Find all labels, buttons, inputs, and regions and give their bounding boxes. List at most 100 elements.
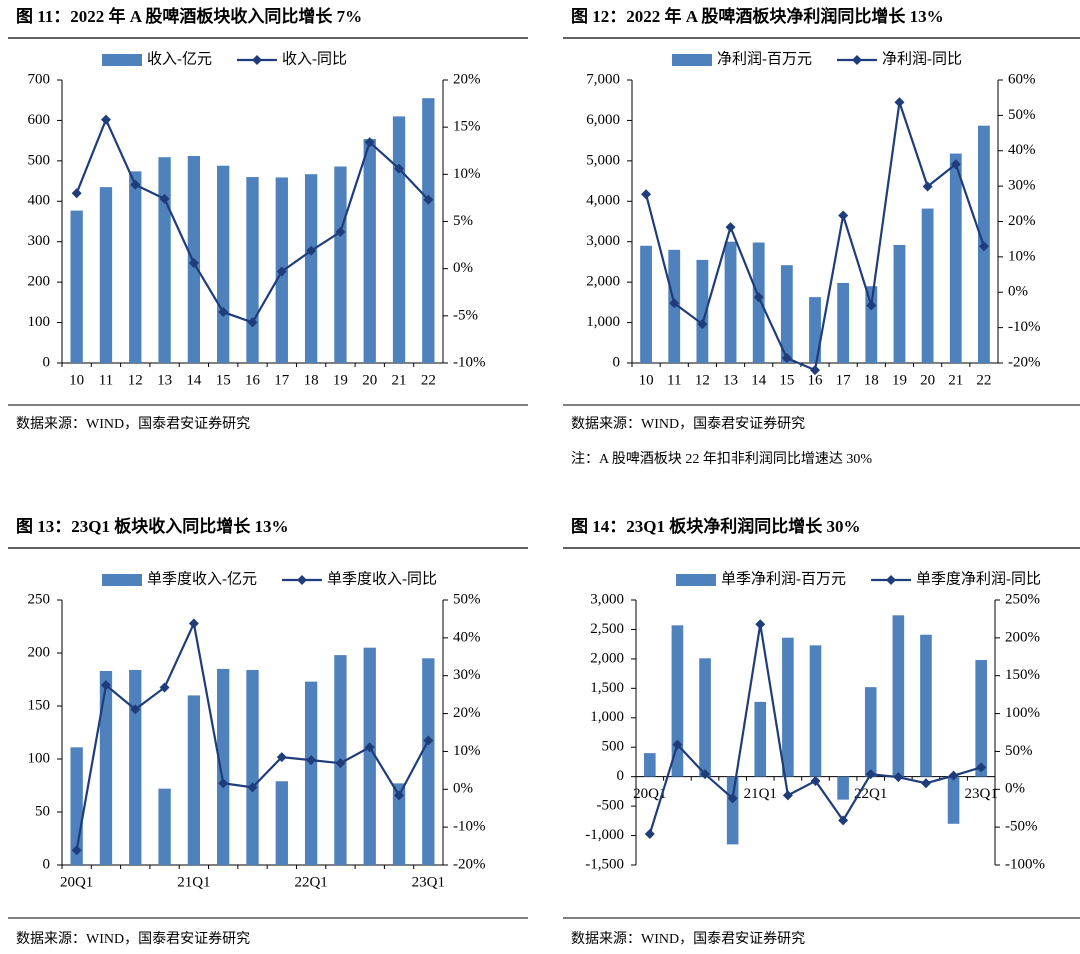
y-tick-label: 400: [28, 193, 51, 209]
y2-tick-label: -20%: [1008, 354, 1041, 370]
x-tick-label: 19: [892, 372, 907, 388]
marker: [781, 353, 792, 364]
bar: [422, 98, 435, 363]
x-tick-label: 21Q1: [744, 786, 777, 802]
marker: [950, 159, 961, 170]
x-tick-label: 12: [128, 372, 143, 388]
marker: [276, 266, 287, 277]
y2-tick-label: 50%: [1005, 743, 1033, 759]
bar: [837, 282, 850, 363]
legend-marker: [252, 55, 262, 65]
bar: [837, 776, 849, 800]
x-tick-label: 12: [695, 372, 710, 388]
bar: [865, 286, 878, 363]
legend-label: 单季净利润-百万元: [721, 570, 846, 587]
y-tick-label: 4,000: [586, 193, 620, 209]
legend-label: 收入-亿元: [147, 50, 212, 67]
bar: [920, 634, 932, 777]
bar: [782, 637, 794, 777]
bar: [422, 658, 435, 865]
bar: [640, 245, 652, 363]
y-tick-label: 5,000: [586, 152, 620, 168]
marker: [130, 179, 141, 190]
marker: [810, 365, 820, 376]
bar: [363, 647, 376, 865]
bar: [217, 165, 230, 363]
bar: [158, 788, 171, 865]
bar: [947, 776, 960, 824]
marker: [644, 828, 655, 839]
y-tick-label: 7,000: [586, 71, 620, 87]
y2-tick-label: 40%: [453, 629, 481, 645]
chart-title: 图 11：2022 年 A 股啤酒板块收入同比增长 7%: [16, 6, 362, 26]
y-tick-label: 2,500: [590, 621, 624, 637]
y2-tick-label: 150%: [1005, 667, 1040, 683]
y2-tick-label: 0%: [453, 260, 473, 276]
bar: [644, 753, 656, 777]
y2-tick-label: -20%: [453, 856, 486, 872]
x-tick-label: 14: [186, 372, 202, 388]
chart-title: 图 14：23Q1 板块净利润同比增长 30%: [571, 516, 860, 536]
y2-tick-label: 50%: [453, 591, 481, 607]
y-tick-label: 6,000: [586, 112, 620, 128]
y2-tick-label: -5%: [453, 307, 478, 323]
legend-swatch: [676, 574, 716, 586]
y-tick-label: 100: [28, 750, 51, 766]
y2-tick-label: 40%: [1008, 142, 1036, 158]
marker: [641, 189, 652, 200]
y2-tick-label: -50%: [1005, 819, 1038, 835]
marker: [700, 769, 711, 780]
marker: [810, 775, 821, 786]
x-tick-label: 17: [274, 372, 290, 388]
x-tick-label: 20: [920, 372, 935, 388]
bar: [217, 668, 230, 865]
note: 注：A 股啤酒板块 22 年扣非利润同比增速达 30%: [571, 451, 872, 467]
bar: [334, 166, 347, 363]
marker: [364, 137, 375, 148]
bar: [809, 297, 821, 363]
x-tick-label: 20: [362, 372, 377, 388]
x-tick-label: 22: [976, 372, 991, 388]
bar: [699, 658, 711, 777]
bar: [246, 177, 259, 363]
marker: [976, 762, 987, 773]
bar: [893, 244, 906, 363]
x-tick-label: 21: [948, 372, 963, 388]
legend-swatch: [672, 54, 712, 66]
legend-marker: [852, 55, 862, 65]
x-tick-label: 14: [751, 372, 767, 388]
marker: [364, 742, 375, 753]
bar: [752, 242, 765, 363]
y-tick-label: 500: [28, 152, 51, 168]
marker: [920, 778, 931, 789]
source: 数据来源：WIND，国泰君安证券研究: [571, 416, 805, 432]
bar: [129, 669, 142, 865]
bar: [921, 208, 934, 363]
legend-label: 净利润-百万元: [717, 50, 812, 67]
y2-tick-label: 10%: [453, 743, 481, 759]
y-tick-label: 3,000: [590, 591, 624, 607]
x-tick-label: 15: [216, 372, 231, 388]
marker: [978, 241, 989, 252]
y-tick-label: -1,000: [585, 827, 624, 843]
x-tick-label: 23Q1: [965, 786, 998, 802]
marker: [894, 97, 905, 108]
y-tick-label: 700: [28, 71, 51, 87]
legend-label: 净利润-同比: [882, 50, 962, 67]
y2-tick-label: 0%: [1008, 284, 1028, 300]
x-tick-label: 21: [392, 372, 407, 388]
y-tick-label: 150: [28, 697, 51, 713]
bar: [70, 210, 83, 363]
y-tick-label: 200: [28, 274, 51, 290]
marker: [71, 845, 82, 856]
y2-tick-label: 100%: [1005, 705, 1040, 721]
bar: [129, 171, 142, 363]
bar: [99, 671, 113, 865]
source: 数据来源：WIND，国泰君安证券研究: [16, 931, 250, 947]
y2-tick-label: 30%: [1008, 178, 1036, 194]
y-tick-label: 0: [617, 768, 625, 784]
bar: [726, 776, 739, 845]
bar: [392, 783, 406, 865]
marker: [672, 739, 683, 750]
